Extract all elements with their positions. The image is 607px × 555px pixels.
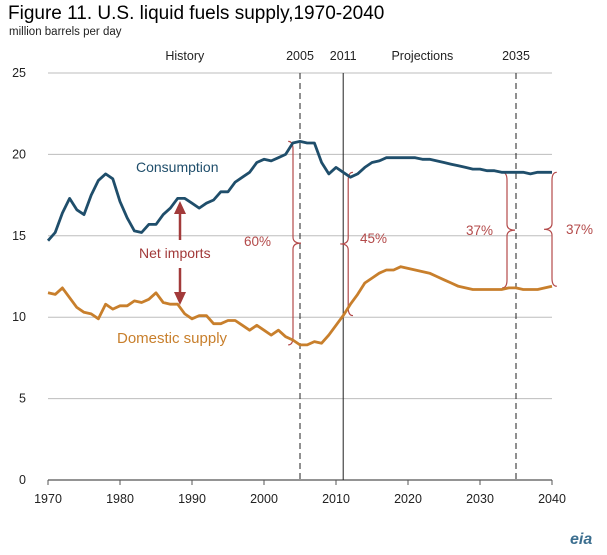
eia-logo: eia — [570, 531, 593, 548]
x-tick-label: 1970 — [34, 492, 62, 506]
net-imports-label: Net imports — [139, 245, 211, 261]
y-tick-label: 20 — [12, 147, 26, 161]
x-tick-label: 2030 — [466, 492, 494, 506]
chart-title: Figure 11. U.S. liquid fuels supply,1970… — [8, 3, 385, 24]
x-tick-label: 2000 — [250, 492, 278, 506]
y-tick-label: 25 — [12, 66, 26, 80]
y-tick-label: 10 — [12, 310, 26, 324]
marker-label-2011: 2011 — [330, 49, 357, 63]
domestic-supply-label: Domestic supply — [117, 330, 228, 347]
series-lines — [46, 139, 553, 347]
y-tick-label: 5 — [19, 392, 26, 406]
y-tick-label: 0 — [19, 473, 26, 487]
x-tick-label: 2020 — [394, 492, 422, 506]
consumption-label: Consumption — [136, 159, 219, 175]
pct-2005-label: 60% — [244, 234, 271, 249]
x-axis-ticks: 1970 1980 1990 2000 2010 2020 2030 2040 — [34, 480, 566, 506]
projections-label: Projections — [391, 49, 453, 63]
marker-label-2035: 2035 — [502, 49, 530, 63]
history-label: History — [165, 49, 205, 63]
y-tick-label: 15 — [12, 229, 26, 243]
brace-2005 — [288, 140, 302, 346]
year-markers — [299, 73, 517, 480]
brace-2011 — [340, 171, 354, 317]
domestic-supply-line — [47, 265, 553, 347]
chart-subtitle: million barrels per day — [9, 26, 122, 38]
pct-2040-label: 37% — [566, 222, 593, 237]
net-imports-arrowhead-up — [174, 201, 186, 214]
consumption-line — [46, 139, 552, 242]
x-tick-label: 2010 — [322, 492, 350, 506]
section-headers: 2005 2011 2035 History Projections — [165, 49, 530, 63]
annotations: Consumption Domestic supply Net imports 60%… — [117, 159, 593, 347]
brace-2040 — [543, 171, 557, 287]
x-tick-label: 1990 — [178, 492, 206, 506]
pct-2011-label: 45% — [360, 231, 387, 246]
x-tick-label: 1980 — [106, 492, 134, 506]
x-tick-label: 2040 — [538, 492, 566, 506]
net-imports-arrowhead-down — [174, 292, 186, 305]
pct-2035-label: 37% — [466, 223, 493, 238]
y-axis-ticks: 0 5 10 15 20 25 — [12, 66, 26, 487]
brace-2035 — [502, 171, 516, 289]
marker-label-2005: 2005 — [286, 49, 314, 63]
